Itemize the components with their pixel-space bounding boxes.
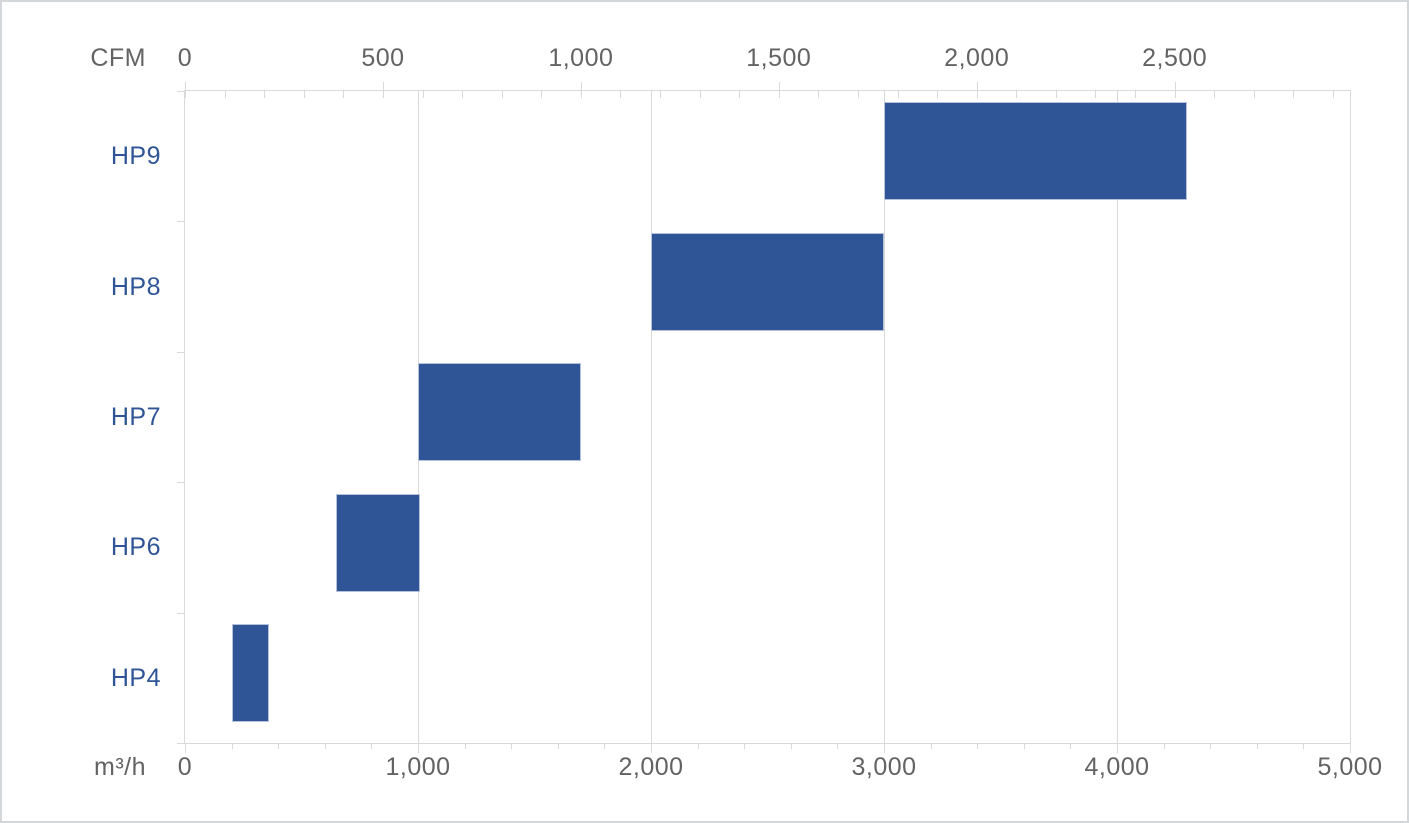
bottom-axis-tick-label: 1,000 <box>385 753 451 781</box>
bottom-axis-minor-tick <box>371 743 373 749</box>
bottom-axis-minor-tick <box>511 743 513 749</box>
bottom-axis-major-tick <box>1117 743 1118 753</box>
bottom-axis-minor-tick <box>464 743 466 749</box>
y-axis-category-tick <box>177 743 185 744</box>
bottom-axis-minor-tick <box>744 743 746 749</box>
top-axis-minor-tick <box>422 91 424 98</box>
bottom-axis-minor-tick <box>697 743 699 749</box>
bottom-axis-tick-label: 3,000 <box>851 753 917 781</box>
top-axis-minor-tick <box>818 91 820 98</box>
bottom-axis-minor-tick <box>278 743 280 749</box>
top-axis-minor-tick <box>343 91 345 98</box>
bottom-axis-minor-tick <box>977 743 979 749</box>
y-axis-category-tick <box>177 482 185 484</box>
top-axis-minor-tick <box>1214 91 1216 98</box>
bottom-axis-minor-tick <box>557 743 559 749</box>
top-axis-minor-tick <box>1095 91 1097 98</box>
bottom-axis-tick-label: 0 <box>177 753 193 781</box>
top-axis-minor-tick <box>462 91 464 98</box>
bottom-axis-major-tick <box>1350 743 1351 753</box>
bottom-axis-minor-tick <box>1210 743 1212 749</box>
bottom-axis-unit-label: m³/h <box>94 753 146 781</box>
bottom-axis-tick-label: 4,000 <box>1084 753 1150 781</box>
bottom-axis-minor-tick <box>837 743 839 749</box>
gridline-2000 <box>651 91 652 743</box>
category-label-hp4: HP4 <box>110 663 161 692</box>
top-axis-minor-tick <box>264 91 266 98</box>
category-label-hp8: HP8 <box>110 272 161 301</box>
top-axis-minor-tick <box>224 91 226 98</box>
y-axis-category-tick <box>177 91 185 92</box>
top-axis-minor-tick <box>739 91 741 98</box>
top-axis-tick-label: 500 <box>361 44 405 72</box>
top-axis-minor-tick <box>1332 91 1334 98</box>
bottom-axis-minor-tick <box>1023 743 1025 749</box>
top-axis-minor-tick <box>660 91 662 98</box>
y-axis-category-tick <box>177 221 185 223</box>
top-axis-minor-tick <box>1293 91 1295 98</box>
bar-hp7 <box>418 363 582 462</box>
category-label-hp7: HP7 <box>110 403 161 431</box>
top-axis-tick-label: 2,500 <box>1142 44 1208 72</box>
category-label-hp9: HP9 <box>110 142 161 171</box>
bar-hp9 <box>884 102 1187 201</box>
top-axis-major-tick <box>778 82 780 98</box>
top-axis-major-tick <box>382 82 384 98</box>
bottom-axis-major-tick <box>418 743 419 753</box>
y-axis-category-tick <box>177 612 185 614</box>
top-axis-tick-label: 2,000 <box>944 44 1010 72</box>
bottom-axis-minor-tick <box>790 743 792 749</box>
bar-hp4 <box>231 624 269 723</box>
top-axis-minor-tick <box>857 91 859 98</box>
top-axis-minor-tick <box>699 91 701 98</box>
top-axis-unit-label: CFM <box>90 44 146 72</box>
top-axis-minor-tick <box>937 91 939 98</box>
bottom-axis-tick-label: 2,000 <box>618 753 684 781</box>
bottom-axis-minor-tick <box>604 743 606 749</box>
bottom-axis-minor-tick <box>231 743 233 749</box>
top-axis-minor-tick <box>303 91 305 98</box>
category-label-hp6: HP6 <box>110 533 161 562</box>
plot-area: CFM m³/h 0 500 1,000 1,500 2,000 2,500 0 1,000 2… <box>90 45 1382 780</box>
gridline-3000 <box>884 91 885 743</box>
top-axis-tick-label: 0 <box>177 44 193 72</box>
bottom-axis-minor-tick <box>1303 743 1305 749</box>
bottom-axis-minor-tick <box>930 743 932 749</box>
bottom-axis-major-tick <box>185 743 186 753</box>
top-axis-minor-tick <box>620 91 622 98</box>
top-axis-major-tick <box>185 82 186 98</box>
bottom-axis-major-tick <box>651 743 652 753</box>
top-axis-minor-tick <box>1016 91 1018 98</box>
gridline-4000 <box>1117 91 1118 743</box>
top-axis-major-tick <box>580 82 582 98</box>
top-axis-minor-tick <box>1055 91 1057 98</box>
bottom-axis-minor-tick <box>324 743 326 749</box>
top-axis-major-tick <box>976 82 978 98</box>
bottom-axis-minor-tick <box>1163 743 1165 749</box>
top-axis-minor-tick <box>1253 91 1255 98</box>
bottom-axis-tick-label: 5,000 <box>1317 753 1383 781</box>
bottom-axis-major-tick <box>884 743 885 753</box>
top-axis-major-tick <box>1174 82 1176 98</box>
top-axis-minor-tick <box>541 91 543 98</box>
y-axis-category-tick <box>177 351 185 353</box>
top-axis-tick-label: 1,500 <box>746 44 812 72</box>
bottom-axis-minor-tick <box>1070 743 1072 749</box>
top-axis-tick-label: 1,000 <box>548 44 614 72</box>
top-axis-minor-tick <box>1135 91 1137 98</box>
bar-hp8 <box>651 232 884 331</box>
top-axis-minor-tick <box>501 91 503 98</box>
bottom-axis-minor-tick <box>1256 743 1258 749</box>
top-axis-minor-tick <box>897 91 899 98</box>
bar-hp6 <box>336 493 421 592</box>
